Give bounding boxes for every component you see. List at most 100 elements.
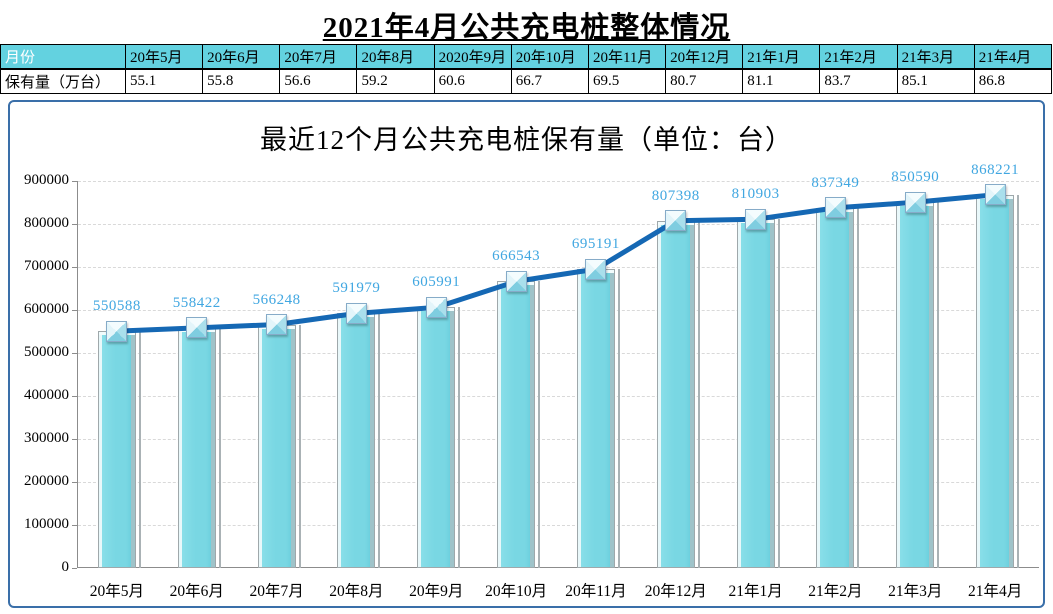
bar [896,202,935,568]
data-label: 605991 [412,274,461,291]
table-value-cell: 60.6 [433,68,512,94]
y-axis-tick [72,439,77,440]
bar [816,207,855,568]
table-month-header: 2020年9月 [433,44,512,70]
table-value-cell: 81.1 [742,68,821,94]
bar-shadow [458,307,461,568]
x-category-label: 21年4月 [967,583,1023,600]
series-marker-icon [106,320,128,342]
gridline [78,439,1039,440]
x-category-label: 21年1月 [728,583,783,600]
table-month-header: 21年4月 [973,44,1053,70]
y-axis-tick [72,396,77,397]
bar-shadow [777,219,780,568]
table-value-cell: 85.1 [896,68,975,94]
gridline [78,353,1039,354]
series-marker-icon [745,208,767,230]
bar-shadow [378,313,381,568]
y-axis-tick [72,267,77,268]
y-tick-label: 100000 [24,516,69,532]
series-marker-icon [425,296,447,318]
x-category-label: 21年3月 [888,583,943,600]
series-marker-icon [984,184,1006,206]
line-series [114,192,998,334]
table-row-label-cell: 保有量（万台） [0,68,126,94]
series-marker-icon [665,210,687,232]
series-marker-icon [904,191,926,213]
data-label: 868221 [971,161,1020,178]
bar [337,313,376,568]
y-tick-label: 400000 [24,387,69,403]
table-header-row: 月份 20年5月 20年6月 20年7月 20年8月 2020年9月 20年10月 20年1… [0,44,1053,70]
data-label: 558422 [172,294,221,311]
data-label: 566248 [252,291,301,308]
y-axis-tick [72,525,77,526]
series-marker-icon [345,302,367,324]
x-category-label: 20年5月 [89,583,145,600]
table-value-cell: 83.7 [819,68,898,94]
y-tick-label: 200000 [24,473,69,489]
data-label: 550588 [92,298,141,315]
table-month-header: 20年5月 [124,44,204,70]
data-label: 837349 [811,174,860,191]
bar [736,219,775,568]
bar-shadow [1017,194,1020,568]
x-category-label: 21年2月 [808,583,863,600]
bar [417,307,456,568]
bar-shadow [617,269,620,568]
series-marker-icon [186,317,208,339]
x-category-label: 20年7月 [249,583,304,600]
bar-shadow [857,207,860,568]
plot-area: 0 100000 200000 300000 400000 500000 600000 700… [24,162,1039,600]
table-month-label-cell: 月份 [0,44,126,70]
y-tick-label: 800000 [24,215,69,231]
x-category-label: 20年11月 [565,583,627,600]
table-value-cell: 80.7 [665,68,744,94]
bar-shadow [138,331,141,568]
table-month-header: 20年7月 [279,44,358,70]
series-marker-icon [585,258,607,280]
data-label: 666543 [492,248,541,265]
table-value-cell: 55.1 [124,68,204,94]
bar-shadow [697,220,700,568]
y-axis-tick [72,353,77,354]
bar-shadow [937,202,940,568]
bar [497,281,536,568]
table-value-cell: 69.5 [587,68,667,94]
y-axis-tick [72,482,77,483]
y-axis-tick [72,310,77,311]
table-value-cell: 86.8 [973,68,1053,94]
table-value-cell: 56.6 [279,68,358,94]
data-label: 807398 [651,187,700,204]
gridline [78,525,1039,526]
x-category-label: 20年8月 [329,583,384,600]
gridline [78,224,1039,225]
series-marker-icon [505,270,527,292]
chart-title: 最近12个月公共充电桩保有量（单位：台） [260,125,793,155]
y-axis-tick [72,181,77,182]
y-tick-label: 500000 [24,344,69,360]
table-month-header: 20年11月 [587,44,667,70]
table-value-cell: 55.8 [202,68,281,94]
x-category-label: 20年9月 [409,583,464,600]
summary-table: 月份 20年5月 20年6月 20年7月 20年8月 2020年9月 20年10月 20年1… [0,44,1053,94]
table-month-header: 20年10月 [510,44,589,70]
bar [976,194,1015,568]
series-marker-icon [824,197,846,219]
x-category-label: 20年12月 [644,583,707,600]
table-month-header: 21年3月 [896,44,975,70]
series-marker-icon [266,314,288,335]
bar [177,327,216,568]
data-label: 695191 [571,236,620,253]
y-tick-label: 700000 [24,258,69,274]
table-value-cell: 59.2 [356,68,435,94]
y-axis-line [77,181,78,568]
data-label: 850590 [891,169,940,186]
data-label: 591979 [332,280,381,297]
x-category-label: 20年10月 [485,583,548,600]
bar [257,324,296,568]
gridline [78,482,1039,483]
y-tick-label: 600000 [24,301,69,317]
bar-shadow [298,324,301,568]
table-value-row: 保有量（万台） 55.1 55.8 56.6 59.2 60.6 66.7 69.5 80.7… [0,68,1053,94]
